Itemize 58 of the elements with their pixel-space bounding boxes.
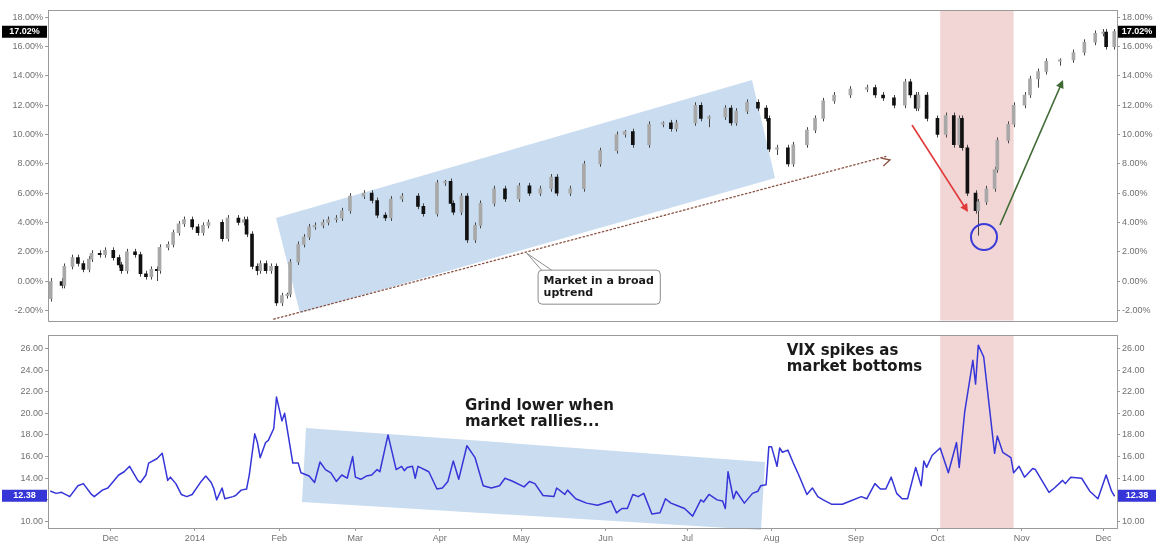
x-tick-label: Mar xyxy=(347,532,364,543)
y2-tick-label: -2.00% xyxy=(1122,304,1151,315)
y2-tick-label: 18.00% xyxy=(1122,11,1153,22)
x-tick-label: Feb xyxy=(271,532,287,543)
x-tick-label: Dec xyxy=(1095,532,1112,543)
y2-tick-label: 26.00 xyxy=(1122,342,1145,353)
x-tick-label: Oct xyxy=(930,532,945,543)
y2-tick-label: 0.00% xyxy=(1122,275,1148,286)
y-tick-label: 0.00% xyxy=(17,275,43,286)
x-tick-label: Dec xyxy=(102,532,120,543)
annotation: Market in a broad uptrend xyxy=(543,274,654,300)
annotation: Grind lower when market rallies... xyxy=(464,396,614,431)
x-tick-label: 2014 xyxy=(184,532,205,543)
y2-tick-label: 14.00% xyxy=(1122,70,1153,81)
y2-tick-label: 18.00 xyxy=(1122,429,1145,440)
x-tick-label: Nov xyxy=(1013,532,1031,543)
y2-tick-label: 16.00 xyxy=(1122,451,1145,462)
y-tick-label: 24.00 xyxy=(20,364,43,375)
y2-tick-label: 10.00 xyxy=(1122,515,1145,526)
y-tick-label: 2.00% xyxy=(17,246,43,257)
text: 12.38 xyxy=(13,490,36,501)
y-tick-label: 14.00 xyxy=(20,472,43,483)
x-tick-label: Apr xyxy=(432,532,447,543)
y2-tick-label: 10.00% xyxy=(1122,129,1153,140)
annotation: 17.02% xyxy=(1121,26,1153,37)
y-tick-label: 26.00 xyxy=(20,342,43,353)
y-tick-label: 10.00% xyxy=(12,129,43,140)
y-tick-label: 14.00% xyxy=(12,70,43,81)
y2-tick-label: 22.00 xyxy=(1122,386,1145,397)
y2-tick-label: 2.00% xyxy=(1122,246,1148,257)
x-tick-label: May xyxy=(512,532,531,543)
y2-tick-label: 24.00 xyxy=(1122,364,1145,375)
x-tick-label: Sep xyxy=(847,532,864,543)
y2-tick-label: 4.00% xyxy=(1122,216,1148,227)
text: 17.02% xyxy=(9,26,40,37)
x-tick-label: Aug xyxy=(763,532,780,543)
y-tick-label: 22.00 xyxy=(20,386,43,397)
y2-tick-label: 8.00% xyxy=(1122,158,1148,169)
y-tick-label: 16.00 xyxy=(20,451,43,462)
y2-tick-label: 6.00% xyxy=(1122,187,1148,198)
y-tick-label: 18.00% xyxy=(12,11,43,22)
y2-tick-label: 16.00% xyxy=(1122,41,1153,52)
y-tick-label: 4.00% xyxy=(17,216,43,227)
y-tick-label: 10.00 xyxy=(20,515,43,526)
x-tick-label: Jul xyxy=(681,532,693,543)
y-tick-label: 12.00% xyxy=(12,99,43,110)
y2-tick-label: 14.00 xyxy=(1122,472,1145,483)
y-tick-label: 18.00 xyxy=(20,429,43,440)
y-tick-label: 20.00 xyxy=(20,407,43,418)
annotation: VIX spikes as market bottoms xyxy=(786,341,923,376)
y-tick-label: 16.00% xyxy=(12,41,43,52)
x-tick-label: Jun xyxy=(598,532,613,543)
y-tick-label: -2.00% xyxy=(14,304,43,315)
y-tick-label: 6.00% xyxy=(17,187,43,198)
annotation: 12.38 xyxy=(1125,490,1149,501)
y2-tick-label: 20.00 xyxy=(1122,407,1145,418)
y-tick-label: 8.00% xyxy=(17,158,43,169)
y2-tick-label: 12.00% xyxy=(1122,99,1153,110)
